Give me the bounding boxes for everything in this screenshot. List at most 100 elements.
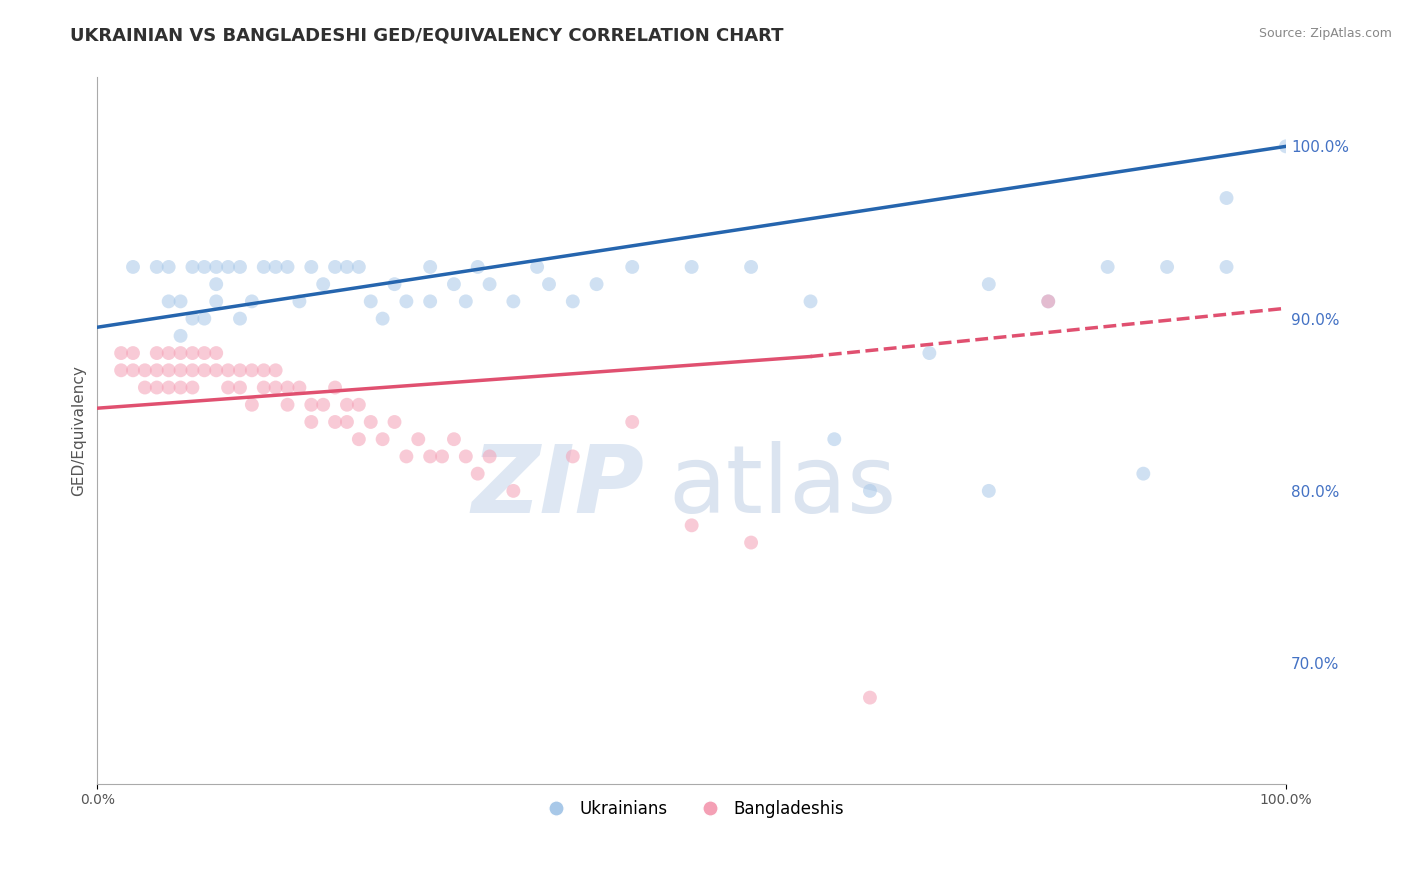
Point: [240, 363, 263, 377]
Y-axis label: GED/Equivalency: GED/Equivalency: [72, 365, 86, 496]
Point: [299, 398, 322, 412]
Point: [169, 380, 191, 394]
Point: [336, 260, 359, 274]
Point: [205, 294, 228, 309]
Point: [264, 363, 287, 377]
Point: [157, 363, 180, 377]
Point: [205, 363, 228, 377]
Legend: Ukrainians, Bangladeshis: Ukrainians, Bangladeshis: [533, 794, 851, 825]
Point: [134, 380, 156, 394]
Point: [419, 450, 441, 464]
Point: [312, 277, 335, 292]
Point: [181, 311, 204, 326]
Point: [146, 346, 169, 360]
Point: [561, 450, 583, 464]
Point: [621, 415, 644, 429]
Point: [419, 260, 441, 274]
Point: [169, 294, 191, 309]
Point: [454, 294, 477, 309]
Point: [502, 483, 524, 498]
Point: [526, 260, 548, 274]
Point: [977, 483, 1000, 498]
Point: [323, 260, 346, 274]
Point: [1038, 294, 1060, 309]
Point: [157, 260, 180, 274]
Point: [467, 467, 489, 481]
Point: [229, 363, 252, 377]
Point: [419, 294, 441, 309]
Point: [240, 294, 263, 309]
Point: [799, 294, 821, 309]
Point: [347, 398, 370, 412]
Point: [859, 483, 882, 498]
Point: [323, 415, 346, 429]
Point: [146, 380, 169, 394]
Point: [454, 450, 477, 464]
Point: [122, 346, 145, 360]
Point: [157, 380, 180, 394]
Point: [336, 398, 359, 412]
Point: [264, 380, 287, 394]
Point: [585, 277, 607, 292]
Point: [977, 277, 1000, 292]
Point: [1215, 260, 1237, 274]
Point: [1215, 191, 1237, 205]
Text: ZIP: ZIP: [471, 441, 644, 533]
Text: Source: ZipAtlas.com: Source: ZipAtlas.com: [1258, 27, 1392, 40]
Point: [240, 398, 263, 412]
Point: [312, 398, 335, 412]
Point: [561, 294, 583, 309]
Point: [681, 260, 703, 274]
Point: [193, 311, 215, 326]
Point: [181, 363, 204, 377]
Point: [740, 260, 762, 274]
Point: [264, 260, 287, 274]
Point: [110, 363, 132, 377]
Point: [502, 294, 524, 309]
Point: [384, 277, 406, 292]
Point: [277, 260, 299, 274]
Point: [134, 363, 156, 377]
Point: [253, 380, 276, 394]
Point: [478, 277, 501, 292]
Point: [360, 294, 382, 309]
Text: UKRAINIAN VS BANGLADESHI GED/EQUIVALENCY CORRELATION CHART: UKRAINIAN VS BANGLADESHI GED/EQUIVALENCY…: [70, 27, 783, 45]
Point: [467, 260, 489, 274]
Point: [443, 277, 465, 292]
Point: [229, 380, 252, 394]
Text: atlas: atlas: [668, 441, 896, 533]
Point: [229, 311, 252, 326]
Point: [205, 346, 228, 360]
Point: [1097, 260, 1119, 274]
Point: [229, 260, 252, 274]
Point: [205, 260, 228, 274]
Point: [740, 535, 762, 549]
Point: [371, 311, 394, 326]
Point: [193, 260, 215, 274]
Point: [217, 380, 239, 394]
Point: [146, 363, 169, 377]
Point: [384, 415, 406, 429]
Point: [169, 329, 191, 343]
Point: [323, 380, 346, 394]
Point: [395, 450, 418, 464]
Point: [157, 294, 180, 309]
Point: [157, 346, 180, 360]
Point: [336, 415, 359, 429]
Point: [122, 363, 145, 377]
Point: [288, 294, 311, 309]
Point: [371, 432, 394, 446]
Point: [430, 450, 453, 464]
Point: [299, 260, 322, 274]
Point: [110, 346, 132, 360]
Point: [253, 260, 276, 274]
Point: [193, 363, 215, 377]
Point: [681, 518, 703, 533]
Point: [395, 294, 418, 309]
Point: [181, 380, 204, 394]
Point: [253, 363, 276, 377]
Point: [277, 380, 299, 394]
Point: [823, 432, 845, 446]
Point: [217, 363, 239, 377]
Point: [288, 380, 311, 394]
